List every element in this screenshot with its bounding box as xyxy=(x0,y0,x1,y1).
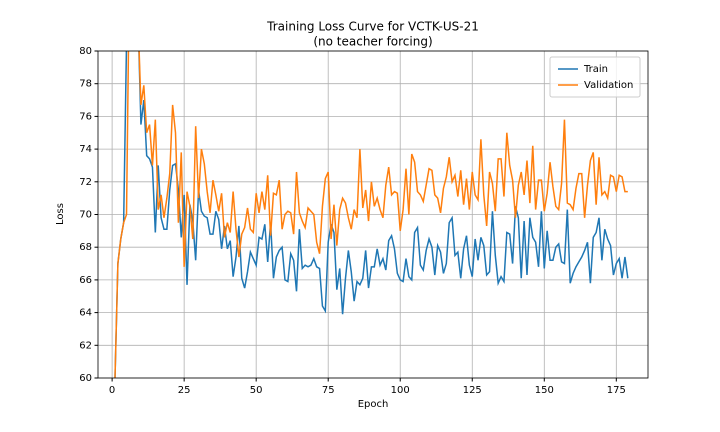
x-tick-label: 50 xyxy=(250,385,263,396)
y-tick-label: 78 xyxy=(79,79,92,90)
y-tick-label: 72 xyxy=(79,177,92,188)
series-line xyxy=(114,51,629,378)
y-tick-label: 60 xyxy=(79,373,92,384)
x-tick-label: 75 xyxy=(322,385,335,396)
y-tick-label: 70 xyxy=(79,210,92,221)
y-tick-label: 68 xyxy=(79,242,92,253)
legend-box xyxy=(549,56,641,98)
x-axis-label: Epoch xyxy=(358,399,389,410)
legend-label: Validation xyxy=(584,80,633,91)
x-tick-label: 175 xyxy=(607,385,626,396)
chart-subtitle: (no teacher forcing) xyxy=(313,35,432,49)
plot-lines xyxy=(114,51,629,378)
plot-frame xyxy=(97,50,649,379)
x-tick-label: 0 xyxy=(109,385,115,396)
x-tick-label: 125 xyxy=(463,385,482,396)
y-tick-label: 80 xyxy=(79,46,92,57)
y-tick-label: 62 xyxy=(79,340,92,351)
x-tick-label: 25 xyxy=(178,385,191,396)
chart-title: Training Loss Curve for VCTK-US-21 xyxy=(266,20,479,34)
series-line xyxy=(114,51,628,378)
legend-label: Train xyxy=(583,64,608,75)
x-tick-label: 100 xyxy=(391,385,410,396)
y-tick-label: 76 xyxy=(79,111,92,122)
y-tick-label: 66 xyxy=(79,275,92,286)
x-tick-label: 150 xyxy=(535,385,554,396)
y-tick-label: 74 xyxy=(79,144,92,155)
y-tick-label: 64 xyxy=(79,308,92,319)
y-axis-label: Loss xyxy=(55,203,66,225)
